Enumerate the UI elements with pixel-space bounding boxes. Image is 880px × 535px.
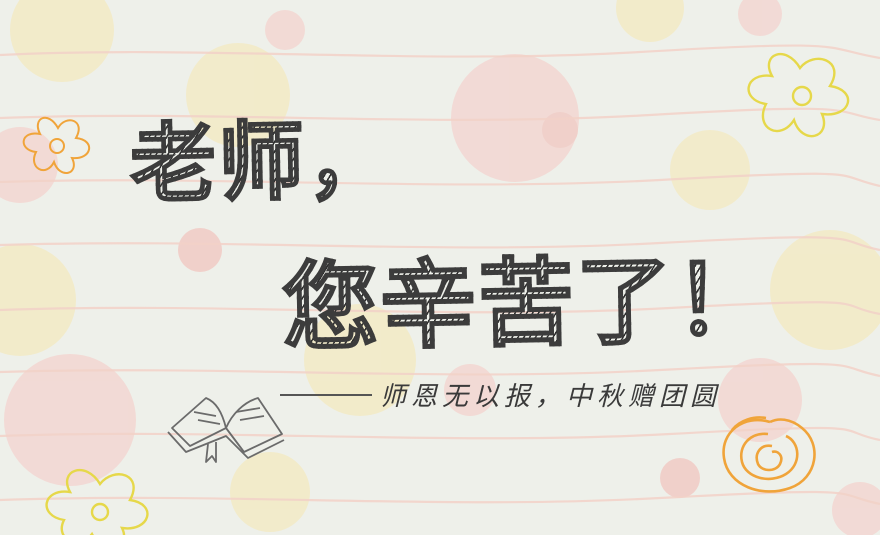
title-line-1: 老师， [128, 90, 396, 220]
title-line-2: 您辛苦了！ [280, 222, 774, 370]
flower-icon [45, 468, 149, 535]
flower-icon [22, 116, 90, 174]
subtitle-dash [280, 393, 372, 396]
subtitle-row: 师恩无以报，中秋赠团圆 [280, 376, 721, 413]
flower-icon [747, 53, 850, 138]
subtitle: 师恩无以报，中秋赠团圆 [380, 382, 722, 412]
rose-icon [722, 416, 816, 493]
open-book-icon [167, 397, 285, 463]
